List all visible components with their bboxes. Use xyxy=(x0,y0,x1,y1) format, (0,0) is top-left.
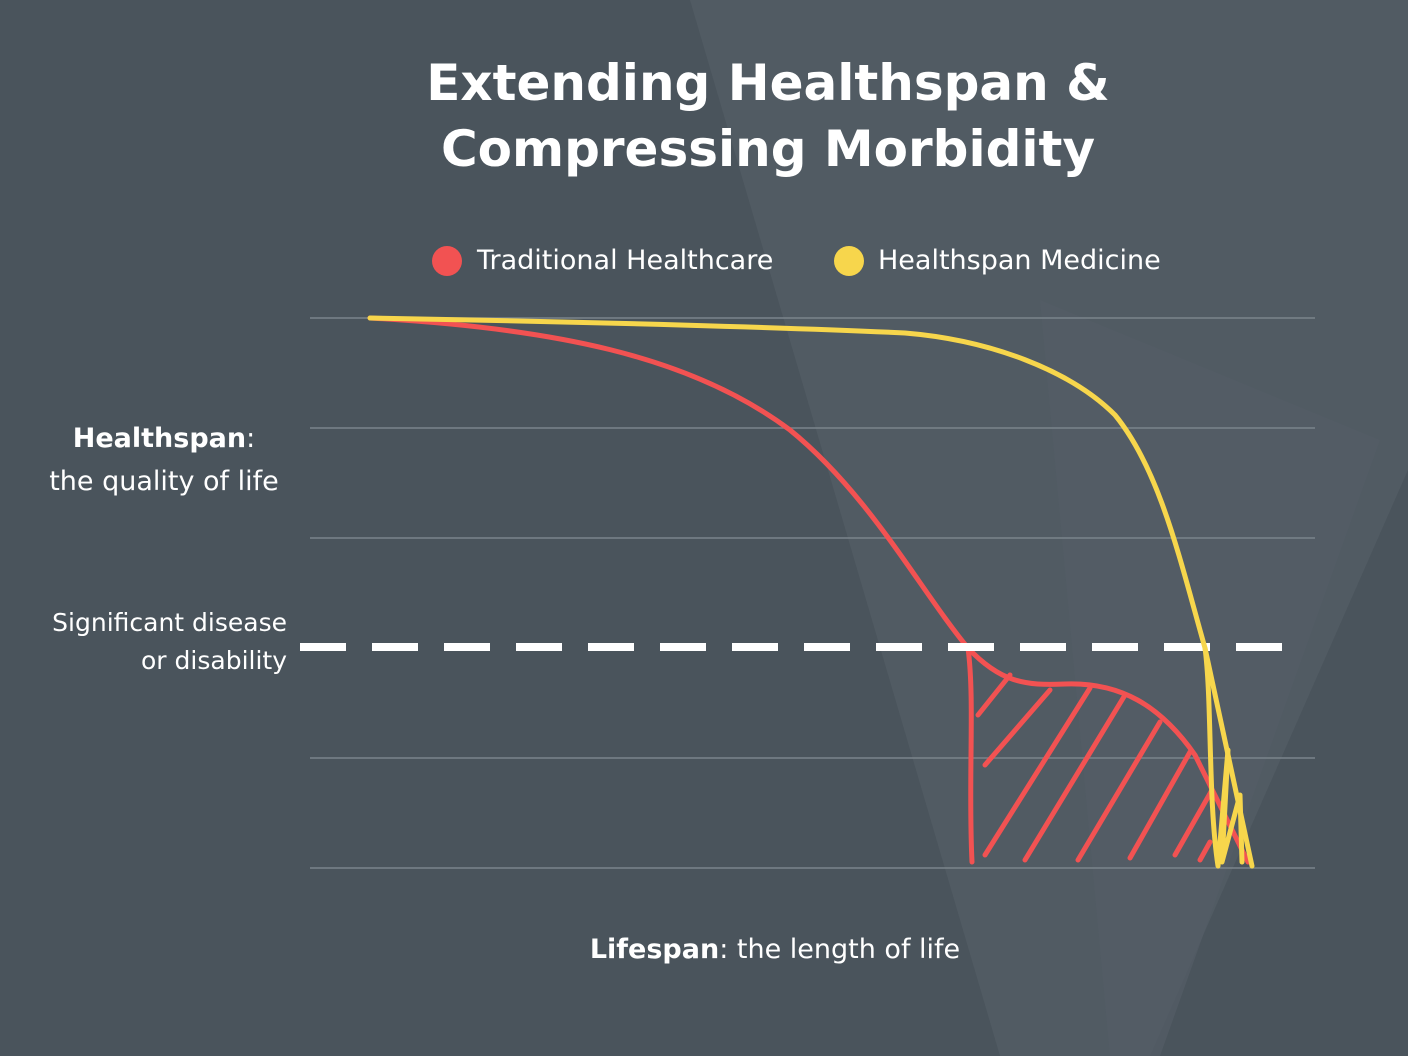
legend-label: Healthspan Medicine xyxy=(878,245,1161,276)
legend-swatch xyxy=(834,246,864,276)
title-line: Extending Healthspan & xyxy=(426,54,1110,112)
y-label-line: the quality of life xyxy=(49,466,279,497)
title-line: Compressing Morbidity xyxy=(441,120,1095,178)
y-label-term: Healthspan xyxy=(73,423,246,454)
curve xyxy=(965,645,975,865)
threshold-label: Significant disease xyxy=(52,608,287,637)
legend-swatch xyxy=(432,246,462,276)
x-label-rest: : the length of life xyxy=(719,934,960,965)
legend-label: Traditional Healthcare xyxy=(476,245,773,276)
y-label-suffix: : xyxy=(246,423,255,454)
x-label: Lifespan: the length of life xyxy=(590,934,960,965)
hatching xyxy=(975,672,1215,863)
curve xyxy=(367,315,1251,865)
curve xyxy=(367,315,1255,869)
x-label-term: Lifespan xyxy=(590,934,719,965)
y-label: Healthspan: xyxy=(73,423,255,454)
healthspan-curve xyxy=(367,315,1255,869)
hatching xyxy=(1202,645,1245,869)
traditional-curve xyxy=(367,315,1251,865)
threshold-label: or disability xyxy=(141,646,287,675)
